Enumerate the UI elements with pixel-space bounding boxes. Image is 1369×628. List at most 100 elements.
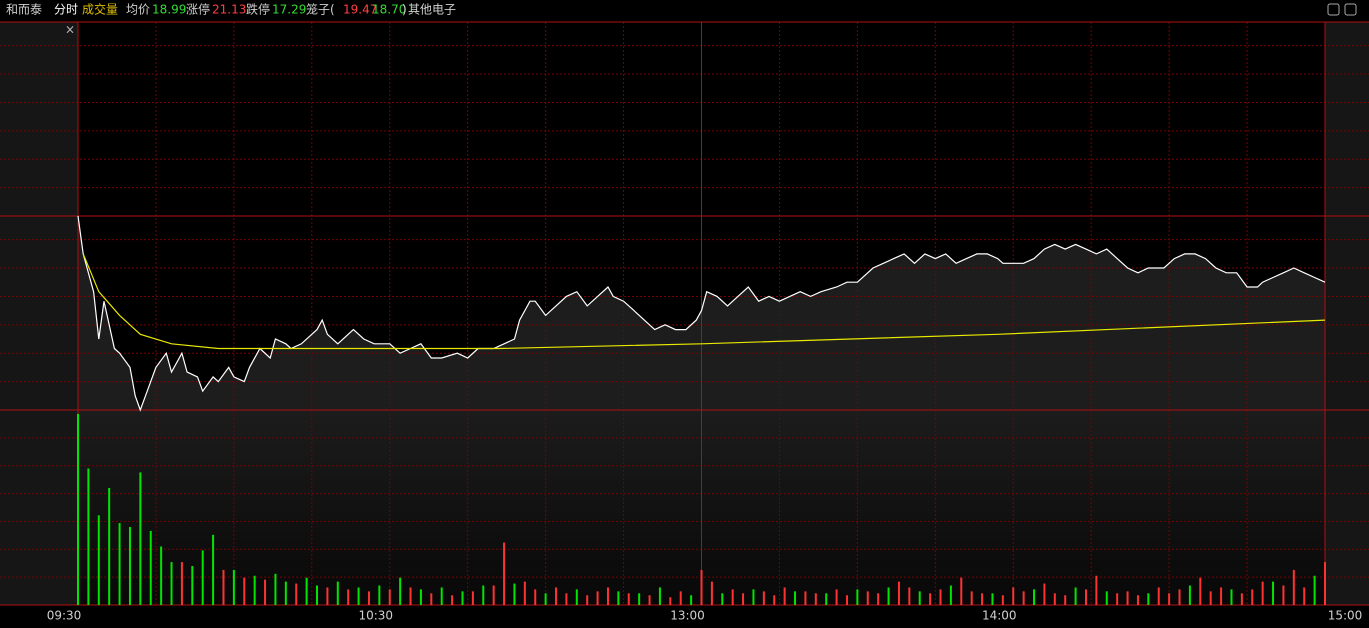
volume-bar xyxy=(939,589,942,605)
volume-bar xyxy=(1168,593,1171,605)
close-button[interactable]: × xyxy=(65,23,75,37)
volume-bar xyxy=(149,530,152,605)
volume-bar xyxy=(555,587,558,605)
volume-bar xyxy=(253,575,256,605)
volume-bar xyxy=(835,589,838,605)
volume-bar xyxy=(679,591,682,605)
volume-bar xyxy=(170,562,173,605)
volume-bar xyxy=(700,569,703,605)
volume-bar xyxy=(1230,589,1233,605)
volume-bar xyxy=(232,569,235,605)
auction-panel xyxy=(0,22,78,605)
volume-bar xyxy=(1292,569,1295,605)
volume-bar xyxy=(118,523,121,605)
volume-bar xyxy=(1303,587,1306,605)
volume-bar xyxy=(482,585,485,605)
volume-bar xyxy=(1147,593,1150,605)
volume-bar xyxy=(1064,595,1067,605)
volume-bar xyxy=(949,585,952,605)
tab[interactable]: 分时 xyxy=(54,3,78,17)
volume-bar xyxy=(1240,593,1243,605)
volume-bar xyxy=(627,593,630,605)
volume-bar xyxy=(648,595,651,605)
x-tick-label: 15:00 xyxy=(1328,609,1363,623)
volume-bar xyxy=(1022,591,1025,605)
volume-bar xyxy=(264,579,267,605)
volume-bar xyxy=(887,587,890,605)
volume-bar xyxy=(752,589,755,605)
volume-bar xyxy=(191,566,194,605)
volume-bar xyxy=(1199,577,1202,605)
header: 和而泰 分时 成交量 均价 18.99 涨停 21.13 跌停 17.29 笼子… xyxy=(6,2,1357,37)
volume-bar xyxy=(523,581,526,605)
volume-bar xyxy=(492,585,495,605)
volume-bar xyxy=(1188,585,1191,605)
volume-bar xyxy=(160,546,163,605)
volume-bar xyxy=(1209,591,1212,605)
volume-bar xyxy=(544,593,547,605)
icon-button[interactable] xyxy=(1344,3,1357,16)
volume-bar xyxy=(1282,585,1285,605)
volume-bar xyxy=(1012,587,1015,605)
volume-bar xyxy=(419,589,422,605)
volume-bar xyxy=(742,593,745,605)
volume-bar xyxy=(1116,593,1119,605)
sector[interactable]: 其他电子 xyxy=(408,3,456,17)
volume-bar xyxy=(77,413,79,605)
stock-name[interactable]: 和而泰 xyxy=(6,3,42,17)
volume-bar xyxy=(1053,593,1056,605)
volume-bar xyxy=(960,577,963,605)
volume-bar xyxy=(409,587,412,605)
volume-bar xyxy=(222,569,225,605)
volume-bar xyxy=(139,472,142,605)
volume-bar xyxy=(274,573,277,605)
avg-price: 18.99 xyxy=(152,3,186,17)
volume-bar xyxy=(586,595,589,605)
price-line xyxy=(77,215,1326,412)
volume-bar xyxy=(918,591,921,605)
volume-bar xyxy=(981,593,984,605)
volume-bar xyxy=(721,593,724,605)
volume-bar xyxy=(87,468,90,605)
volume-bar xyxy=(1272,581,1275,605)
up-limit: 21.13 xyxy=(212,3,246,17)
volume-bar xyxy=(638,593,641,605)
down-limit: 17.29 xyxy=(272,3,306,17)
volume-bar xyxy=(617,591,620,605)
volume-bar xyxy=(575,589,578,605)
x-tick-label: 09:30 xyxy=(47,609,82,623)
volume-bar xyxy=(1261,581,1264,605)
volume-bar xyxy=(1084,589,1087,605)
volume-bar xyxy=(710,581,713,605)
indicator[interactable]: 成交量 xyxy=(82,2,118,17)
volume-bar xyxy=(866,591,869,605)
up-limit-label: 涨停 xyxy=(186,2,210,17)
volume-bar xyxy=(399,577,402,605)
volume-bar xyxy=(908,587,911,605)
icon-button[interactable] xyxy=(1327,3,1340,16)
volume-bar xyxy=(367,591,370,605)
volume-bar xyxy=(1220,587,1223,605)
volume-bar xyxy=(1251,589,1254,605)
volume-bar xyxy=(1157,587,1160,605)
volume-bar xyxy=(128,527,131,605)
volume-bar xyxy=(845,595,848,605)
volume-bar xyxy=(336,581,339,605)
volume-bar xyxy=(108,488,111,605)
volume-bar xyxy=(1105,591,1108,605)
volume-bar xyxy=(897,581,900,605)
volume-bar xyxy=(430,593,433,605)
volume-bar xyxy=(1136,595,1139,605)
volume-bar xyxy=(1074,587,1077,605)
volume-bar xyxy=(388,589,391,605)
cage-close: ) xyxy=(402,3,407,17)
volume-bar xyxy=(669,597,672,605)
volume-bar xyxy=(357,587,360,605)
volume-bar xyxy=(773,595,776,605)
volume-bar xyxy=(1043,583,1046,605)
volume-bar xyxy=(1033,589,1036,605)
volume-bar xyxy=(731,589,734,605)
volume-bar xyxy=(461,591,464,605)
volume-bar xyxy=(440,587,443,605)
